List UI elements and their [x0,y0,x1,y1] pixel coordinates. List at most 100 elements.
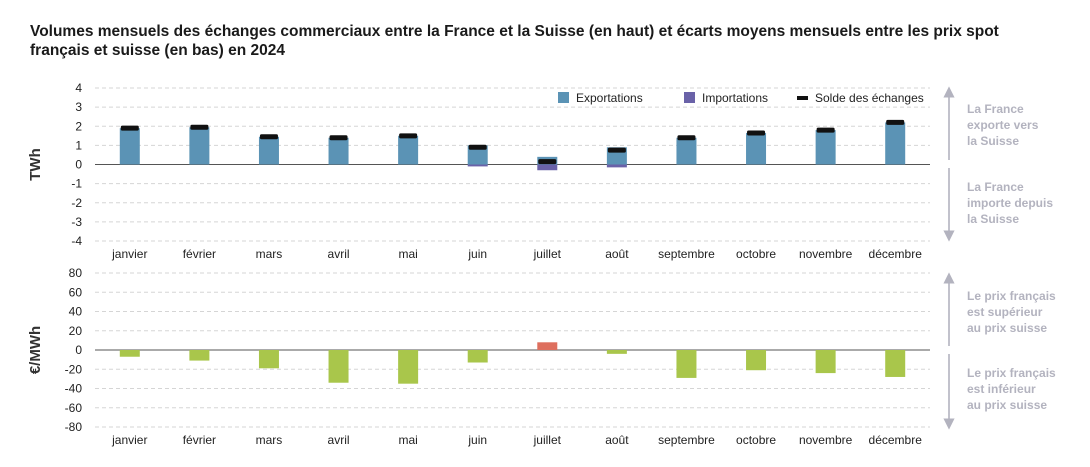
x-tick-label: juin [467,247,487,261]
y-tick-label: 1 [75,138,82,152]
export-bar [189,127,210,165]
y-axis-label-eur-mwh: €/MWh [27,326,44,374]
y-tick-label: -2 [71,196,82,210]
x-tick-label: janvier [111,433,147,447]
x-tick-label: juillet [533,433,562,447]
import-bar [537,164,558,171]
balance-marker [259,134,278,140]
x-tick-label: septembre [658,433,715,447]
annotation-export-line3: la Suisse [967,134,1019,148]
annotation-export-line2: exporte vers [967,118,1039,132]
export-bar [119,128,140,165]
x-tick-label: mai [398,247,417,261]
legend-swatch-balance [797,96,808,100]
x-tick-label: juin [467,433,487,447]
x-tick-label: mai [398,433,417,447]
bottom-chart-grid [95,272,930,428]
price-spread-bar [676,350,697,378]
legend-label-exports: Exportations [576,91,643,105]
x-tick-label: octobre [736,247,776,261]
legend-swatch-exports [558,92,569,103]
y-tick-label: 40 [69,305,83,319]
export-bar [676,137,697,165]
y-tick-label: -40 [65,382,83,396]
balance-marker [538,159,557,165]
x-tick-label: février [183,433,216,447]
legend-label-imports: Importations [702,91,768,105]
x-tick-label: décembre [869,433,923,447]
legend-swatch-imports [684,92,695,103]
x-tick-label: novembre [799,247,853,261]
annotation-import-line2: importe depuis [967,196,1053,210]
price-spread-bar [537,342,558,350]
x-tick-label: décembre [869,247,923,261]
export-bar [885,122,906,165]
price-spread-bar [606,350,627,354]
annotation-price-higher-line2: est supérieur [967,305,1043,319]
x-tick-label: avril [328,247,350,261]
y-tick-label: 0 [75,343,82,357]
x-tick-label: novembre [799,433,853,447]
annotation-price-higher-line3: au prix suisse [967,321,1047,335]
x-tick-label: février [183,247,216,261]
side-annotations: La France exporte vers la Suisse La Fran… [943,86,1056,430]
export-bar [258,136,279,165]
y-tick-label: -20 [65,362,83,376]
annotation-price-lower-line2: est inférieur [967,382,1036,396]
legend-label-balance: Solde des échanges [815,91,924,105]
price-spread-bar [885,350,906,377]
price-spread-bar [119,350,140,357]
legend: Exportations Importations Solde des écha… [558,91,924,105]
balance-marker [747,130,766,136]
import-bar [467,164,488,167]
balance-marker [399,133,418,139]
x-tick-label: août [605,433,629,447]
x-tick-label: mars [256,433,283,447]
bottom-chart-bars [119,342,906,384]
axis-labels: 4 3 2 1 0 -1 -2 -3 -4 TWh janvier février mars avril m… [27,81,922,447]
x-tick-label: août [605,247,629,261]
export-bar [328,137,349,165]
price-spread-bar [815,350,836,374]
x-tick-label: juillet [533,247,562,261]
annotation-price-higher-line1: Le prix français [967,289,1056,303]
balance-marker [607,147,626,153]
balance-marker [816,127,835,133]
export-bar [746,132,767,165]
x-tick-label: octobre [736,433,776,447]
top-chart-grid [95,87,930,242]
price-spread-bar [189,350,210,361]
annotation-export-line1: La France [967,102,1024,116]
x-tick-label: janvier [111,247,147,261]
balance-marker [677,135,696,141]
y-tick-label: -60 [65,401,83,415]
y-tick-label: 4 [75,81,82,95]
y-tick-label: 2 [75,119,82,133]
price-spread-bar [258,350,279,369]
y-axis-label-twh: TWh [27,148,44,180]
y-tick-label: 20 [69,324,83,338]
price-spread-bar [467,350,488,363]
y-tick-label: 60 [69,285,83,299]
balance-marker [886,119,905,125]
balance-marker [468,144,487,150]
annotation-price-lower-line3: au prix suisse [967,398,1047,412]
price-spread-bar [328,350,349,383]
y-tick-label: 0 [75,158,82,172]
balance-marker [190,124,209,130]
balance-marker [329,135,348,141]
export-bar [467,145,488,165]
top-chart-bars [119,119,906,171]
annotation-import-line1: La France [967,180,1024,194]
chart-title: Volumes mensuels des échanges commerciau… [30,23,999,59]
export-bar [398,135,419,165]
y-tick-label: -1 [71,177,82,191]
x-tick-label: avril [328,433,350,447]
price-spread-bar [746,350,767,371]
export-bar [815,130,836,165]
y-tick-label: 3 [75,100,82,114]
price-spread-bar [398,350,419,384]
x-tick-label: mars [256,247,283,261]
import-bar [606,164,627,168]
